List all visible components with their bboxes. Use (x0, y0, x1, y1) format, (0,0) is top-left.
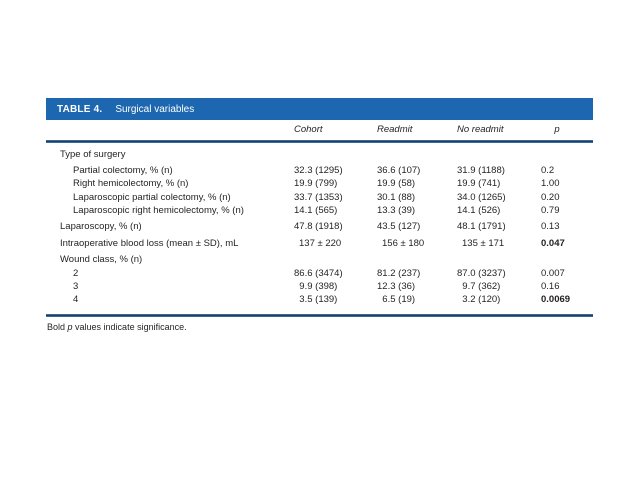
table-row: 2 86.6 (3474) 81.2 (237) 87.0 (3237) 0.007 (46, 267, 593, 280)
table-row: Laparoscopic right hemicolectomy, % (n) 1… (46, 204, 593, 217)
cell-p: 0.007 (541, 267, 565, 279)
footnote-p-italic: p (67, 322, 73, 333)
cell-readmit: 43.5 (127) (377, 221, 421, 233)
cell-p: 0.20 (541, 191, 560, 203)
cell-no-readmit: 3.2 (120) (462, 294, 501, 306)
cell-cohort: 19.9 (799) (294, 178, 338, 190)
row-label: Partial colectomy, % (n) (73, 164, 173, 176)
cell-no-readmit: 48.1 (1791) (457, 221, 506, 233)
cell-readmit: 19.9 (58) (377, 178, 416, 190)
row-label: Laparoscopic right hemicolectomy, % (n) (73, 205, 244, 217)
cell-cohort: 14.1 (565) (294, 205, 338, 217)
cell-no-readmit: 31.9 (1188) (457, 164, 505, 176)
column-header-no-readmit: No readmit (457, 124, 504, 135)
cell-cohort: 9.9 (398) (299, 281, 338, 293)
cell-no-readmit: 9.7 (362) (462, 281, 501, 293)
cell-readmit: 156 ± 180 (382, 237, 425, 249)
cell-no-readmit: 34.0 (1265) (457, 191, 506, 203)
cell-p: 0.047 (541, 237, 565, 249)
column-header-cohort: Cohort (294, 124, 323, 135)
cell-p: 0.2 (541, 164, 555, 176)
row-label: 2 (73, 267, 79, 279)
table-row: 3 9.9 (398) 12.3 (36) 9.7 (362) 0.16 (46, 280, 593, 293)
column-header-row: Cohort Readmit No readmit p (46, 120, 593, 140)
cell-p: 0.79 (541, 205, 560, 217)
row-label: Laparoscopy, % (n) (60, 221, 142, 233)
cell-readmit: 12.3 (36) (377, 281, 416, 293)
cell-no-readmit: 87.0 (3237) (457, 267, 506, 279)
row-label: Laparoscopic partial colectomy, % (n) (73, 191, 231, 203)
cell-cohort: 32.3 (1295) (294, 164, 343, 176)
table-4: TABLE 4. Surgical variables Cohort Readm… (46, 98, 593, 332)
table-title: Surgical variables (115, 103, 195, 115)
table-row: 4 3.5 (139) 6.5 (19) 3.2 (120) 0.0069 (46, 293, 593, 306)
cell-p: 0.0069 (541, 294, 571, 306)
cell-readmit: 81.2 (237) (377, 267, 421, 279)
bottom-rule (46, 314, 593, 318)
cell-readmit: 13.3 (39) (377, 205, 416, 217)
row-label: 4 (73, 294, 79, 306)
cell-p: 0.13 (541, 221, 560, 233)
cell-no-readmit: 14.1 (526) (457, 205, 501, 217)
row-label: Intraoperative blood loss (mean ± SD), m… (60, 237, 239, 249)
row-label: Wound class, % (n) (60, 254, 143, 266)
cell-no-readmit: 135 ± 171 (462, 237, 505, 249)
header-rule (46, 140, 593, 143)
cell-no-readmit: 19.9 (741) (457, 178, 501, 190)
table-row: Type of surgery (46, 148, 593, 161)
table-title-bar: TABLE 4. Surgical variables (46, 98, 593, 120)
cell-cohort: 3.5 (139) (299, 294, 338, 306)
cell-p: 1.00 (541, 178, 560, 190)
footnote: Bold p values indicate significance. (46, 322, 593, 332)
row-label: Right hemicolectomy, % (n) (73, 178, 189, 190)
cell-p: 0.16 (541, 281, 560, 293)
cell-cohort: 33.7 (1353) (294, 191, 343, 203)
table-number-label: TABLE 4. (57, 103, 103, 115)
column-header-p: p (554, 124, 560, 135)
table-row: Laparoscopy, % (n) 47.8 (1918) 43.5 (127) 4… (46, 220, 593, 233)
cell-cohort: 86.6 (3474) (294, 267, 343, 279)
cell-cohort: 137 ± 220 (299, 237, 342, 249)
cell-cohort: 47.8 (1918) (294, 221, 343, 233)
table-row: Wound class, % (n) (46, 253, 593, 266)
table-row: Right hemicolectomy, % (n) 19.9 (799) 19.9… (46, 177, 593, 190)
cell-readmit: 30.1 (88) (377, 191, 416, 203)
footnote-pre: Bold (47, 322, 68, 333)
row-label: 3 (73, 281, 79, 293)
table-row: Laparoscopic partial colectomy, % (n) 33.… (46, 191, 593, 204)
table-row: Intraoperative blood loss (mean ± SD), m… (46, 237, 593, 250)
cell-readmit: 6.5 (19) (382, 294, 416, 306)
table-body: Type of surgery Partial colectomy, % (n) 3… (46, 148, 593, 307)
cell-readmit: 36.6 (107) (377, 164, 421, 176)
table-row: Partial colectomy, % (n) 32.3 (1295) 36.6 … (46, 164, 593, 177)
footnote-post: values indicate significance. (72, 322, 187, 333)
row-label: Type of surgery (60, 148, 126, 160)
column-header-readmit: Readmit (377, 124, 413, 135)
